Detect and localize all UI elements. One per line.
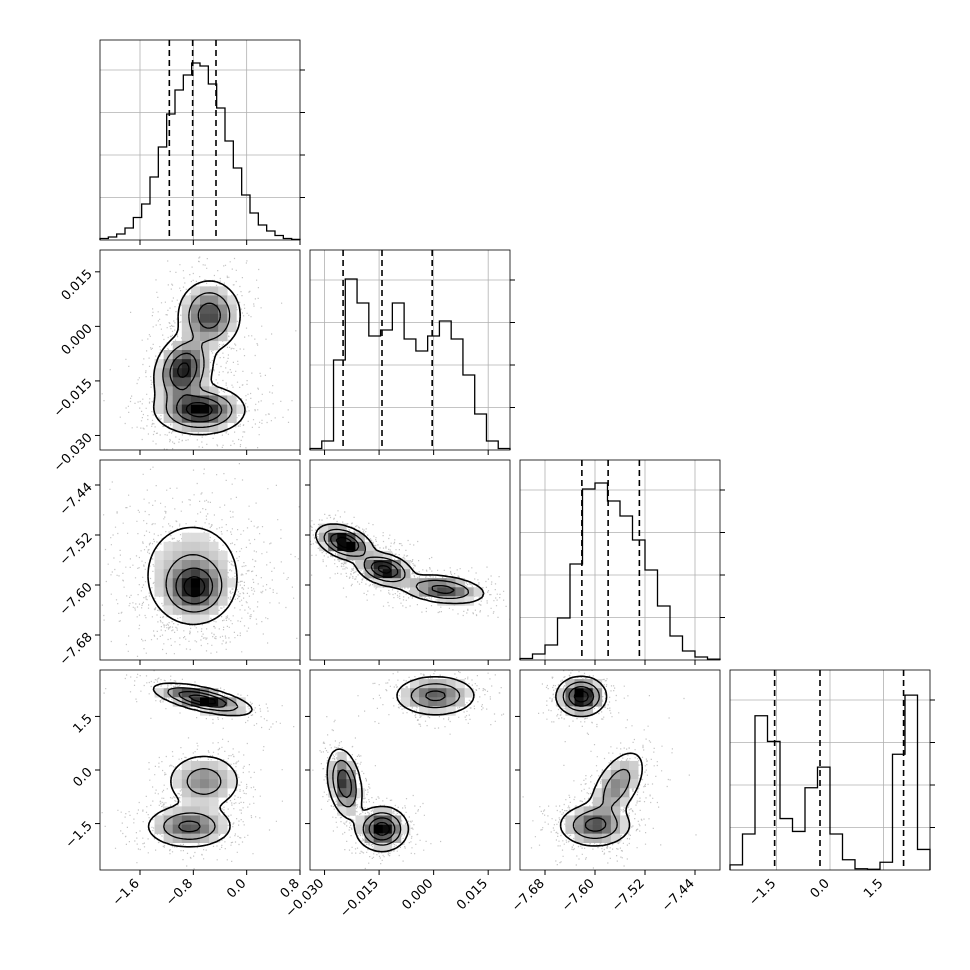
- contour-level-1: [332, 683, 461, 846]
- y-tick-label-2-2: −7.52: [57, 530, 96, 569]
- contour-level-2: [175, 567, 214, 605]
- y-tick-label-2-3: −7.44: [57, 480, 96, 519]
- contour-level-2: [337, 690, 446, 841]
- hist-step-3: [729, 694, 931, 870]
- contour-level-2: [169, 302, 223, 423]
- x-tick-label-3-1: 0.0: [808, 876, 833, 901]
- contour-level-0: [315, 523, 485, 605]
- scatter-points: [101, 256, 297, 450]
- contour-level-3: [335, 536, 392, 574]
- contour-level-1: [323, 528, 470, 600]
- y-tick-label-2-1: −7.60: [57, 580, 96, 619]
- hist-panel-3: [729, 669, 935, 871]
- scatter-panel-2-1: [305, 459, 511, 665]
- contour-level-3: [188, 694, 217, 705]
- scatter-panel-3-2: [515, 669, 721, 875]
- x-tick-label-1-2: 0.000: [400, 876, 437, 913]
- x-tick-label-1-3: 0.015: [454, 876, 491, 913]
- density-cells: [154, 286, 246, 433]
- hist-frame-1: [309, 249, 511, 451]
- x-tick-label-0-1: −0.8: [163, 876, 196, 909]
- contour-level-1: [562, 681, 631, 840]
- y-tick-label-3-0: −1.5: [63, 819, 96, 852]
- y-tick-label-2-0: −7.68: [57, 630, 96, 669]
- contour-level-3: [177, 362, 213, 418]
- contour-level-2: [568, 686, 607, 832]
- y-tick-label-3-2: 1.5: [70, 711, 95, 736]
- x-tick-label-0-2: 0.0: [224, 876, 249, 901]
- x-tick-label-2-3: −7.44: [659, 876, 698, 915]
- hist-panel-0: [99, 39, 305, 245]
- contour-level-1: [165, 554, 223, 613]
- hist-panel-2: [519, 459, 725, 665]
- panel-frame: [99, 249, 301, 451]
- contour-level-2: [329, 532, 455, 595]
- y-tick-label-1-2: 0.000: [59, 321, 96, 358]
- contour-level-0: [326, 676, 475, 853]
- hist-frame-0: [99, 39, 301, 241]
- x-tick-label-1-1: −0.015: [337, 876, 382, 921]
- y-tick-label-3-1: 0.0: [70, 765, 95, 790]
- scatter-panel-2-0: [95, 459, 301, 665]
- contour-level-0: [147, 682, 253, 848]
- contour-level-1: [163, 687, 239, 840]
- contour-level-0: [147, 526, 238, 626]
- contour-level-3: [573, 690, 589, 703]
- y-tick-label-1-0: −0.030: [51, 431, 96, 476]
- contour-level-2: [178, 690, 227, 833]
- hist-step-2: [519, 482, 721, 660]
- panel-frame: [309, 459, 511, 661]
- hist-panel-1: [309, 249, 515, 455]
- contour-level-1: [162, 292, 233, 429]
- scatter-dots: [101, 256, 297, 450]
- scatter-panel-1-0: [95, 249, 301, 455]
- x-tick-label-2-2: −7.52: [609, 876, 648, 915]
- contour-level-3: [374, 821, 391, 836]
- hist-frame-2: [519, 459, 721, 661]
- x-tick-label-3-2: 1.5: [861, 876, 886, 901]
- contour-level-3: [183, 576, 206, 598]
- x-tick-label-2-0: −7.68: [509, 876, 548, 915]
- scatter-points: [310, 510, 510, 620]
- hist-step-0: [99, 62, 301, 241]
- scatter-panel-3-0: [95, 669, 301, 875]
- hist-frame-3: [729, 669, 931, 871]
- contour-level-0: [555, 675, 643, 847]
- x-tick-label-3-0: −1.5: [746, 876, 779, 909]
- scatter-dots: [310, 510, 510, 620]
- scatter-panel-3-1: [305, 669, 511, 875]
- x-tick-label-0-0: −1.6: [110, 876, 143, 909]
- y-tick-label-1-1: −0.015: [51, 376, 96, 421]
- x-tick-label-2-1: −7.60: [559, 876, 598, 915]
- y-tick-label-1-3: 0.015: [59, 267, 96, 304]
- panel-frame: [99, 459, 301, 661]
- hist-step-1: [309, 278, 511, 450]
- contour-level-0: [152, 280, 246, 436]
